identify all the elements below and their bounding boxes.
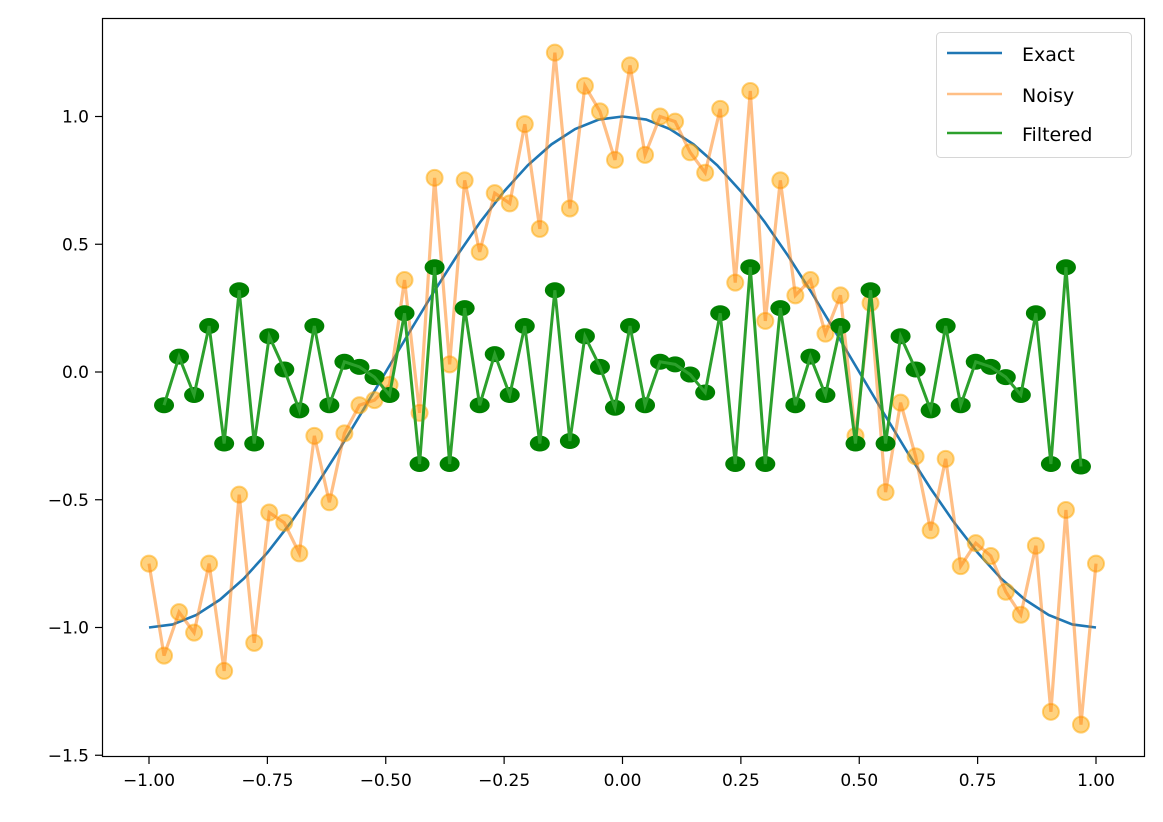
x-tick-label: 1.00: [1077, 771, 1115, 791]
x-tick: 0.75: [959, 757, 997, 791]
x-tick-label: −0.25: [478, 771, 530, 791]
y-tick-label: 0.0: [62, 363, 89, 383]
x-axis: −1.00 −0.75 −0.50 −0.25 0.00 0.25 0.50 0.75 1.00: [123, 757, 1115, 791]
x-tick: 0.25: [722, 757, 760, 791]
y-axis: −1.5 −1.0 −0.5 0.0 0.5 1.0: [48, 108, 102, 766]
y-tick-label: −0.5: [48, 491, 89, 511]
x-tick: 0.00: [604, 757, 642, 791]
y-tick-label: 1.0: [62, 108, 89, 128]
plot-area: [140, 43, 1105, 734]
x-tick-label: 0.75: [959, 771, 997, 791]
x-tick-label: 0.50: [840, 771, 878, 791]
x-tick: −0.75: [241, 757, 293, 791]
y-tick-label: −1.0: [48, 619, 89, 639]
y-tick: −0.5: [48, 491, 102, 511]
series-filtered: [154, 259, 1091, 475]
y-tick: 1.0: [62, 108, 102, 128]
legend-frame: [936, 32, 1132, 158]
x-tick: −0.50: [360, 757, 412, 791]
series-noisy: [140, 43, 1105, 734]
y-tick-label: −1.5: [48, 746, 89, 766]
x-tick-label: 0.25: [722, 771, 760, 791]
x-tick-label: 0.00: [604, 771, 642, 791]
legend-label-noisy: Noisy: [1022, 85, 1074, 107]
x-tick-label: −0.75: [241, 771, 293, 791]
axes-frame: [101, 17, 1146, 758]
y-tick: 0.5: [62, 235, 102, 255]
x-tick-label: −1.00: [123, 771, 175, 791]
x-tick: −0.25: [478, 757, 530, 791]
legend: Exact Noisy Filtered: [936, 32, 1132, 158]
x-tick: −1.00: [123, 757, 175, 791]
legend-label-exact: Exact: [1022, 44, 1075, 66]
series-filtered-line: [162, 267, 1083, 467]
y-tick: −1.5: [48, 746, 102, 766]
x-tick-label: −0.50: [360, 771, 412, 791]
y-tick-label: 0.5: [62, 235, 89, 255]
series-noisy-line: [147, 52, 1098, 725]
y-tick: 0.0: [62, 363, 102, 383]
x-tick: 1.00: [1077, 757, 1115, 791]
x-tick: 0.50: [840, 757, 878, 791]
y-tick: −1.0: [48, 619, 102, 639]
legend-label-filtered: Filtered: [1022, 124, 1092, 146]
